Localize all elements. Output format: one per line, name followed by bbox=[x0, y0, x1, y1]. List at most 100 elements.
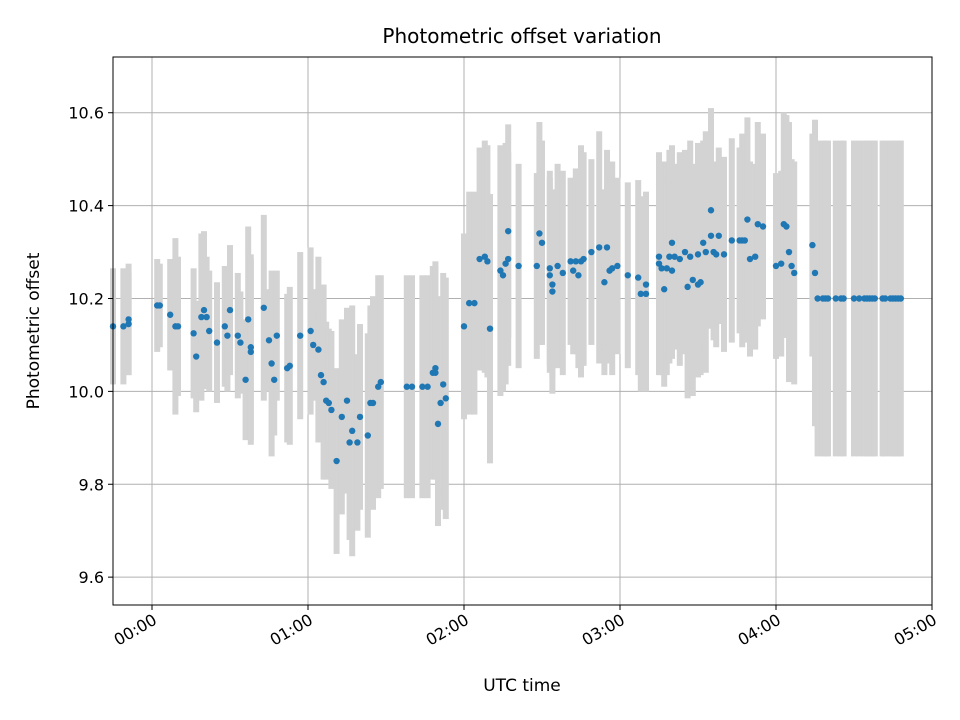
data-point bbox=[538, 239, 546, 246]
data-point bbox=[424, 383, 431, 390]
data-point bbox=[375, 383, 382, 390]
data-point bbox=[850, 295, 858, 302]
data-point bbox=[346, 439, 353, 446]
data-point bbox=[785, 248, 793, 256]
data-point bbox=[720, 251, 728, 258]
data-point bbox=[687, 253, 694, 260]
data-point bbox=[700, 239, 707, 246]
data-point bbox=[783, 223, 790, 230]
data-point bbox=[320, 378, 327, 386]
data-point bbox=[265, 337, 273, 344]
data-point bbox=[200, 306, 208, 314]
data-point bbox=[125, 320, 132, 328]
data-point bbox=[247, 344, 254, 351]
data-point bbox=[343, 397, 351, 404]
data-point bbox=[242, 376, 249, 383]
data-point bbox=[624, 272, 631, 279]
data-point bbox=[570, 267, 577, 274]
data-point bbox=[676, 255, 683, 263]
data-point bbox=[167, 311, 174, 318]
data-point bbox=[505, 255, 512, 263]
data-point bbox=[824, 295, 832, 302]
data-point bbox=[746, 255, 754, 263]
data-point bbox=[832, 295, 839, 302]
data-point bbox=[713, 251, 720, 258]
data-point bbox=[307, 327, 314, 335]
data-point bbox=[486, 325, 494, 332]
y-tick-label: 10.0 bbox=[68, 382, 104, 401]
data-point bbox=[156, 302, 163, 309]
data-point bbox=[668, 267, 676, 274]
data-point bbox=[642, 281, 650, 288]
error-bars bbox=[110, 108, 904, 557]
x-tick-label: 05:00 bbox=[891, 610, 940, 650]
data-point bbox=[614, 262, 621, 270]
data-point bbox=[689, 276, 696, 284]
data-point bbox=[247, 348, 254, 356]
data-point bbox=[273, 332, 280, 339]
data-point bbox=[325, 399, 332, 407]
data-point bbox=[882, 295, 889, 302]
data-point bbox=[333, 457, 340, 465]
data-point bbox=[549, 288, 556, 295]
data-point bbox=[575, 272, 582, 279]
data-point bbox=[310, 341, 317, 349]
data-point bbox=[497, 267, 504, 274]
data-point bbox=[603, 244, 611, 251]
data-point bbox=[328, 406, 335, 414]
y-tick-label: 10.4 bbox=[68, 197, 104, 216]
x-tick-label: 00:00 bbox=[111, 610, 160, 650]
data-point bbox=[432, 364, 439, 372]
y-tick-label: 10.6 bbox=[68, 104, 104, 123]
data-point bbox=[440, 381, 447, 388]
data-point bbox=[120, 323, 127, 330]
data-point bbox=[125, 316, 132, 323]
data-point bbox=[546, 265, 553, 272]
x-tick-label: 04:00 bbox=[735, 610, 784, 650]
data-point bbox=[174, 323, 182, 330]
chart-title: Photometric offset variation bbox=[382, 24, 661, 48]
data-point bbox=[546, 272, 553, 279]
data-point bbox=[635, 274, 642, 281]
data-point bbox=[897, 295, 904, 302]
data-point bbox=[245, 316, 252, 323]
data-point bbox=[752, 253, 759, 260]
data-point bbox=[369, 399, 377, 407]
data-point bbox=[442, 395, 449, 402]
data-point bbox=[297, 332, 304, 339]
data-point bbox=[221, 323, 228, 330]
data-point bbox=[788, 262, 795, 270]
data-point bbox=[460, 323, 468, 330]
data-point bbox=[637, 290, 644, 298]
x-axis-ticks: 00:00 01:00 02:00 03:00 04:00 05:00 bbox=[111, 605, 940, 650]
data-point bbox=[193, 353, 200, 360]
data-point bbox=[655, 253, 663, 260]
data-point bbox=[567, 258, 574, 265]
data-point bbox=[684, 283, 691, 291]
y-axis-ticks: 9.6 9.8 10.0 10.2 10.4 10.6 bbox=[68, 104, 113, 587]
data-points bbox=[109, 207, 904, 465]
data-point bbox=[791, 269, 798, 277]
data-point bbox=[466, 299, 473, 307]
data-point bbox=[377, 378, 384, 386]
data-point bbox=[601, 279, 608, 286]
data-point bbox=[349, 427, 356, 435]
data-point bbox=[419, 383, 426, 390]
data-point bbox=[317, 371, 325, 379]
x-tick-label: 01:00 bbox=[267, 610, 316, 650]
data-point bbox=[481, 253, 488, 260]
data-point bbox=[364, 432, 371, 439]
data-point bbox=[772, 262, 780, 270]
data-point bbox=[226, 306, 234, 314]
data-point bbox=[778, 260, 785, 267]
data-point bbox=[484, 258, 491, 265]
y-axis-label: Photometric offset bbox=[24, 252, 44, 409]
data-point bbox=[206, 327, 213, 335]
data-point bbox=[432, 369, 439, 376]
data-point bbox=[499, 272, 507, 279]
y-tick-label: 9.6 bbox=[79, 568, 104, 587]
data-point bbox=[759, 223, 767, 230]
data-point bbox=[681, 248, 689, 256]
data-point bbox=[408, 383, 416, 390]
